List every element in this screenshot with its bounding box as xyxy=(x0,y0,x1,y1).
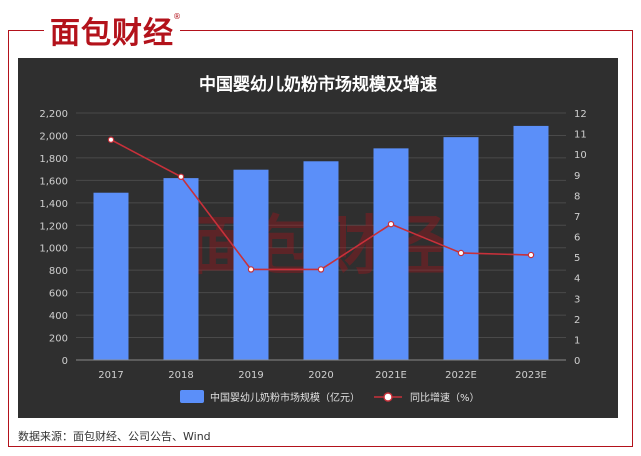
right-tick-label: 8 xyxy=(574,191,580,202)
left-tick-label: 1,000 xyxy=(39,244,68,255)
left-axis-ticks: 0 200 400 600 800 1,000 1,200 1,400 1,600 1,800 2,… xyxy=(39,109,68,367)
left-tick-label: 0 xyxy=(62,356,68,367)
right-tick-label: 5 xyxy=(574,253,580,264)
left-tick-label: 2,200 xyxy=(39,109,68,120)
bar-series xyxy=(93,125,549,360)
left-tick-label: 1,200 xyxy=(39,221,68,232)
growth-point xyxy=(527,251,535,259)
right-tick-label: 1 xyxy=(574,335,580,346)
bar xyxy=(513,125,549,360)
right-tick-label: 4 xyxy=(574,274,580,285)
frame-top-right xyxy=(176,30,633,31)
growth-point xyxy=(317,266,325,273)
registered-mark: ® xyxy=(173,12,182,21)
frame-top-left xyxy=(8,30,48,31)
right-tick-label: 2 xyxy=(574,315,580,326)
bar xyxy=(233,169,269,360)
x-tick-label: 2022E xyxy=(445,370,477,381)
chart-panel: 中国婴幼儿奶粉市场规模及增速 面包财经 02004006008001,0001,… xyxy=(18,58,618,418)
left-tick-label: 800 xyxy=(49,266,68,277)
growth-point xyxy=(107,136,115,143)
x-tick-label: 2017 xyxy=(98,370,123,381)
left-tick-label: 400 xyxy=(49,311,68,322)
frame-left xyxy=(8,30,9,446)
left-tick-label: 1,600 xyxy=(39,176,68,187)
legend-bar-swatch xyxy=(180,390,204,403)
legend-line-marker xyxy=(383,392,393,402)
legend-line-label: 同比增速（%） xyxy=(410,391,480,404)
right-tick-label: 6 xyxy=(574,233,580,244)
left-tick-label: 200 xyxy=(49,334,68,345)
frame-bottom xyxy=(8,446,633,447)
legend-bar-label: 中国婴幼儿奶粉市场规模（亿元） xyxy=(210,391,360,404)
chart-title: 中国婴幼儿奶粉市场规模及增速 xyxy=(199,74,437,95)
growth-point xyxy=(177,173,185,181)
right-tick-label: 3 xyxy=(574,294,580,305)
x-tick-label: 2019 xyxy=(238,370,263,381)
bar xyxy=(163,178,199,360)
market-size-chart: 中国婴幼儿奶粉市场规模及增速 面包财经 02004006008001,0001,… xyxy=(39,74,587,404)
x-tick-label: 2020 xyxy=(308,370,333,381)
frame-right xyxy=(632,30,633,446)
right-tick-label: 10 xyxy=(574,150,587,161)
bar xyxy=(93,192,129,360)
x-tick-label: 2023E xyxy=(515,370,547,381)
x-axis-ticks: 2017 2018 2019 2020 2021E 2022E 2023E xyxy=(76,359,566,381)
right-tick-label: 9 xyxy=(574,171,580,182)
legend: 中国婴幼儿奶粉市场规模（亿元） 同比增速（%） xyxy=(180,390,480,404)
left-tick-label: 600 xyxy=(49,289,68,300)
right-tick-label: 12 xyxy=(574,109,587,120)
left-tick-label: 1,800 xyxy=(39,154,68,165)
brand-logo: 面包财经 ® xyxy=(44,10,182,51)
x-tick-label: 2018 xyxy=(168,370,193,381)
source-note: 数据来源：面包财经、公司公告、Wind xyxy=(18,430,211,443)
brand-logo-text: 面包财经 xyxy=(50,16,174,51)
right-tick-label: 11 xyxy=(574,130,587,141)
growth-point xyxy=(247,266,255,273)
right-tick-label: 7 xyxy=(574,212,580,223)
growth-line-series xyxy=(107,136,535,273)
bar xyxy=(373,148,409,360)
right-tick-label: 0 xyxy=(574,356,580,367)
left-tick-label: 1,400 xyxy=(39,199,68,210)
growth-point xyxy=(457,249,465,257)
x-tick-label: 2021E xyxy=(375,370,407,381)
bar xyxy=(303,161,339,360)
left-tick-label: 2,000 xyxy=(39,131,68,142)
growth-point xyxy=(387,220,395,228)
